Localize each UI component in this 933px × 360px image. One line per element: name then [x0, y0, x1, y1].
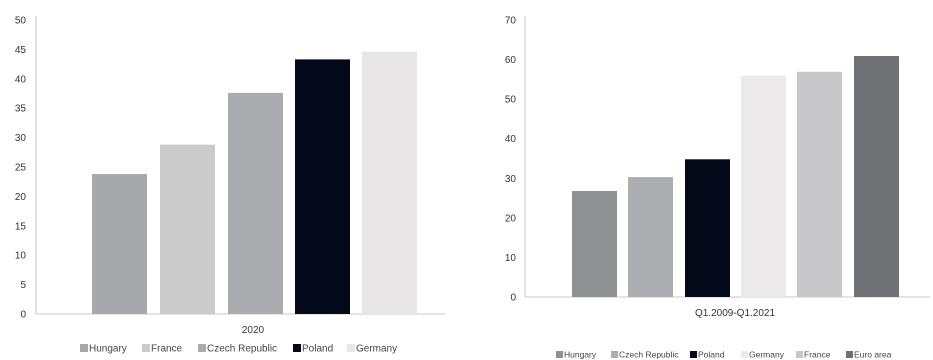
legend-label-germany: Germany [749, 350, 785, 360]
bar-poland [295, 59, 350, 315]
bar-germany [362, 51, 417, 314]
y-tick-label: 25 [15, 163, 27, 174]
x-category-label: Q1.2009-Q1.2021 [695, 308, 775, 319]
y-tick-label: 30 [15, 133, 27, 144]
y-tick-label: 20 [15, 192, 27, 203]
y-tick-label: 20 [505, 213, 517, 224]
legend-label-czech-republic: Czech Republic [207, 344, 277, 355]
legend-swatch-germany [347, 344, 355, 352]
legend-swatch-poland [690, 351, 697, 358]
y-tick-label: 35 [15, 104, 27, 115]
y-tick-label: 10 [505, 253, 517, 264]
bar-euro-area [854, 56, 899, 298]
legend-label-germany: Germany [356, 344, 397, 355]
bar-germany [741, 75, 786, 297]
y-tick-label: 45 [15, 45, 27, 56]
y-tick-label: 50 [15, 16, 27, 27]
y-tick-label: 50 [505, 95, 517, 106]
bar-czech-republic [228, 92, 283, 314]
legend-label-france: France [151, 344, 183, 355]
bar-france [797, 71, 842, 298]
bar-hungary [92, 174, 147, 314]
legend-label-poland: Poland [302, 344, 333, 355]
y-tick-label: 15 [15, 221, 27, 232]
legend-label-poland: Poland [698, 350, 725, 360]
y-tick-label: 0 [510, 293, 516, 304]
x-category-label: 2020 [242, 325, 265, 336]
legend-swatch-czech-republic [611, 351, 618, 358]
bar-poland [685, 159, 730, 297]
bar-czech-republic [628, 177, 673, 297]
legend-label-euro-area: Euro area [854, 350, 892, 360]
y-tick-label: 5 [20, 280, 26, 291]
legend-swatch-hungary [80, 344, 88, 352]
y-tick-label: 0 [20, 310, 26, 321]
legend-label-france: France [804, 350, 831, 360]
legend-swatch-france [796, 351, 803, 358]
legend-swatch-germany [741, 351, 748, 358]
y-tick-label: 10 [15, 251, 27, 262]
legend-swatch-euro-area [846, 351, 853, 358]
y-tick-label: 40 [15, 74, 27, 85]
y-tick-label: 60 [505, 55, 517, 66]
y-tick-label: 30 [505, 174, 517, 185]
legend-swatch-france [142, 344, 150, 352]
bar-hungary [572, 190, 617, 297]
legend-swatch-poland [293, 344, 301, 352]
legend-label-hungary: Hungary [564, 350, 597, 360]
y-tick-label: 40 [505, 134, 517, 145]
legend-swatch-hungary [556, 351, 563, 358]
y-tick-label: 70 [505, 16, 517, 27]
legend-label-czech-republic: Czech Republic [619, 350, 679, 360]
legend-label-hungary: Hungary [89, 344, 127, 355]
bar-france [160, 144, 215, 314]
legend-swatch-czech-republic [198, 344, 206, 352]
